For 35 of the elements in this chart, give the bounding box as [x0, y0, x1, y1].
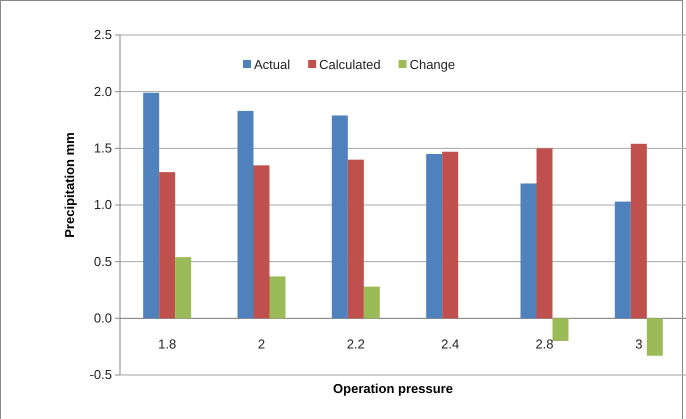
y-axis-title: Precipitation mm — [62, 132, 77, 238]
x-tick-label: 3 — [635, 336, 642, 352]
y-tick-label: 2.0 — [94, 84, 112, 99]
y-tick-label: 0.0 — [94, 310, 112, 326]
bar — [143, 92, 160, 318]
y-tick-label: 0.5 — [94, 254, 112, 269]
x-tick-label: 2.8 — [535, 336, 554, 352]
x-tick-label: 2.2 — [346, 336, 365, 352]
y-tick-label: 1.0 — [94, 197, 112, 212]
bar — [536, 148, 552, 318]
bar — [552, 318, 568, 341]
bar — [426, 154, 442, 318]
y-tick-label: 2.5 — [94, 27, 112, 42]
bar — [646, 318, 663, 356]
bar — [442, 152, 458, 318]
bar — [364, 286, 380, 318]
bar — [630, 144, 647, 318]
x-tick-label: 2.4 — [441, 336, 460, 352]
bar — [175, 257, 192, 318]
legend-label: Actual — [254, 57, 290, 72]
x-tick-label: 1.8 — [158, 336, 176, 352]
x-axis-title: Operation pressure — [333, 381, 453, 396]
bar — [614, 202, 631, 318]
bar — [238, 110, 254, 318]
bar — [270, 276, 286, 318]
bar — [254, 165, 270, 318]
bar — [332, 115, 348, 318]
y-tick-label: 1.5 — [94, 140, 112, 156]
x-tick-label: 2 — [258, 336, 266, 352]
bar — [159, 172, 176, 318]
bar — [348, 160, 364, 318]
legend-label: Change — [410, 57, 456, 72]
y-tick-label: -0.5 — [90, 367, 112, 382]
legend-label: Calculated — [319, 57, 381, 72]
bar — [520, 183, 536, 318]
